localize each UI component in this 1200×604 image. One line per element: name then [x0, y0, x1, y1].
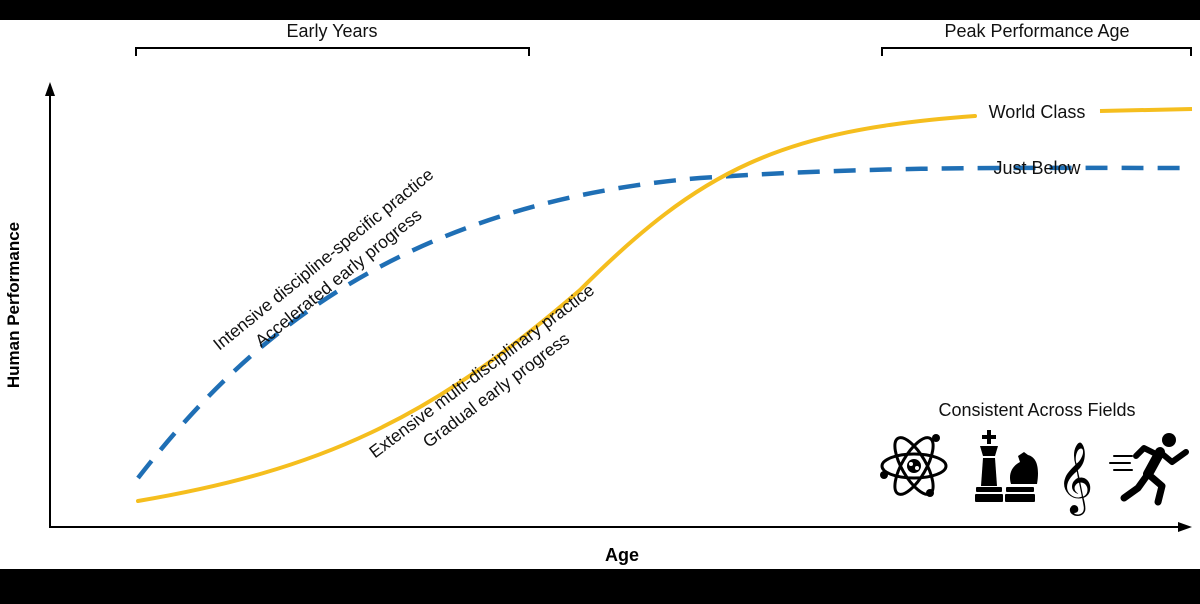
top-black-bar	[0, 0, 1200, 20]
fields-title: Consistent Across Fields	[938, 400, 1135, 420]
x-axis-label: Age	[605, 545, 639, 565]
y-axis-arrow	[45, 82, 55, 96]
peak-performance-bracket: Peak Performance Age	[881, 21, 1192, 56]
world-class-label: World Class	[989, 102, 1086, 122]
chess-pieces-icon	[975, 430, 1038, 502]
world-class-curve-main	[136, 114, 977, 503]
diagram-background	[0, 20, 1200, 569]
treble-clef-icon: 𝄞	[1057, 442, 1094, 516]
runner-icon	[1109, 433, 1189, 506]
bottom-black-bar	[0, 569, 1200, 599]
just-below-curve	[136, 165, 1193, 480]
peak-performance-label: Peak Performance Age	[944, 21, 1129, 41]
early-years-label: Early Years	[286, 21, 377, 41]
just-below-label: Just Below	[993, 158, 1081, 178]
world-class-curve-tail	[1099, 107, 1193, 113]
x-axis-arrow	[1178, 522, 1192, 532]
y-axis-label: Human Performance	[4, 222, 23, 388]
atom-icon	[880, 434, 948, 497]
axes	[45, 82, 1192, 532]
early-years-bracket: Early Years	[135, 21, 530, 56]
